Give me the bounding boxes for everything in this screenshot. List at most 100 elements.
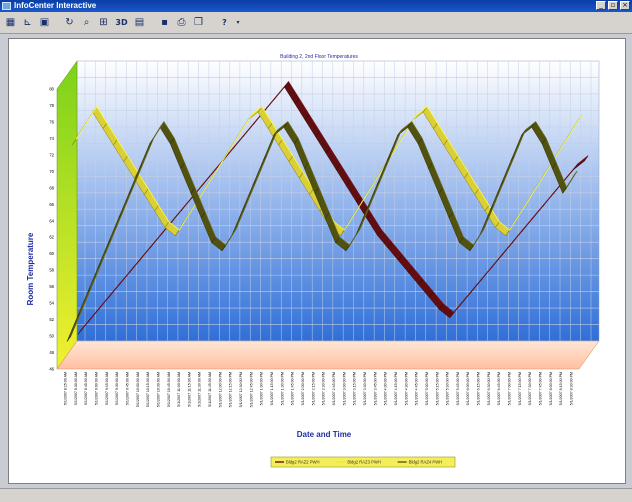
- series-line: [70, 121, 578, 337]
- x-tick-label: 5/1/2007 10:00:00 AM: [136, 372, 140, 407]
- data-point: [469, 245, 474, 252]
- chart-svg: Building 2, 2nd Floor Temperatures 46 48 5…: [26, 54, 600, 468]
- x-tick-label: 5/1/2007 4:00:00 PM: [384, 372, 388, 405]
- data-point: [298, 172, 304, 179]
- floor: [56, 340, 600, 370]
- data-point: [164, 221, 170, 228]
- x-tick-label: 5/1/2007 11:30:00 AM: [198, 372, 202, 407]
- x-tick-label: 5/1/2007 4:15:00 PM: [394, 372, 398, 405]
- 3d-toggle-icon[interactable]: 3D: [115, 18, 128, 27]
- x-tick-label: 5/1/2007 10:30:00 AM: [156, 372, 160, 407]
- x-tick-label: 5/1/2007 2:30:00 PM: [322, 372, 326, 405]
- data-point: [102, 122, 108, 129]
- x-tick-label: 5/1/2007 9:30:00 AM: [115, 372, 119, 405]
- x-tick-label: 5/1/2007 6:00:00 PM: [466, 372, 470, 405]
- color-fill-icon[interactable]: ▣: [39, 17, 50, 28]
- data-point: [356, 196, 362, 203]
- x-tick-label: 5/1/2007 7:30:00 PM: [528, 372, 532, 405]
- data-point: [438, 187, 443, 194]
- x-tick-label: 5/1/2007 11:45:00 AM: [208, 372, 212, 407]
- y-tick-label: 48: [49, 350, 54, 355]
- x-tick-label: 5/1/2007 6:30:00 PM: [487, 372, 491, 405]
- x-tick-label: 5/1/2007 11:00:00 AM: [177, 372, 181, 407]
- data-point: [294, 97, 300, 104]
- data-point: [417, 138, 423, 145]
- rotate-icon[interactable]: ↻: [65, 17, 74, 28]
- x-tick-label: 5/1/2007 8:30:00 AM: [74, 372, 78, 405]
- data-point: [77, 328, 83, 335]
- x-tick-label: 5/1/2007 3:15:00 PM: [353, 372, 357, 405]
- data-point: [304, 114, 310, 121]
- grid-icon[interactable]: ⊞: [99, 17, 108, 28]
- save-icon[interactable]: ▪: [161, 17, 168, 28]
- x-tick-label: 5/1/2007 1:00:00 PM: [260, 372, 264, 405]
- data-point: [459, 236, 464, 243]
- x-tick-label: 5/1/2007 9:15:00 AM: [105, 372, 109, 405]
- chart-gallery-icon[interactable]: ▦: [5, 17, 16, 28]
- series-ribbon: [66, 121, 578, 342]
- series-ribbon: [71, 105, 583, 237]
- x-tick-label: 5/1/2007 12:00:00 PM: [218, 372, 222, 407]
- legend-label: Bldg2 RAZ2 PWH: [286, 460, 320, 465]
- data-point: [113, 139, 118, 146]
- data-point: [443, 139, 448, 146]
- y-tick-label: 64: [49, 218, 54, 223]
- y-tick-label: 58: [49, 268, 54, 273]
- toolbar-separator: [208, 15, 214, 30]
- x-tick-label: 5/1/2007 8:30:00 PM: [570, 372, 574, 405]
- chart-legend: Bldg2 RAZ2 PWH Bldg2 RAZ3 PWH Bldg2 RAZ4 P…: [270, 456, 456, 468]
- data-point: [71, 139, 77, 146]
- restore-button[interactable]: ▫: [608, 1, 618, 10]
- data-point: [397, 254, 403, 261]
- close-button[interactable]: ×: [620, 1, 630, 10]
- legend-label: Bldg2 RAZ3 PWH: [347, 460, 381, 465]
- y-tick-label: 68: [49, 185, 54, 190]
- data-point: [428, 291, 434, 298]
- app-icon: [2, 2, 11, 10]
- data-point: [170, 138, 175, 145]
- data-point: [562, 187, 567, 194]
- data-point: [309, 188, 314, 195]
- x-tick-label: 5/1/2007 4:30:00 PM: [404, 372, 408, 405]
- data-point: [387, 242, 393, 249]
- x-tick-label: 5/1/2007 10:15:00 AM: [146, 372, 150, 407]
- x-tick-label: 5/1/2007 1:15:00 PM: [270, 372, 274, 405]
- y-tick-label: 50: [49, 334, 54, 339]
- x-tick-label: 5/1/2007 6:15:00 PM: [477, 372, 481, 405]
- window-titlebar: InfoCenter Interactive _ ▫ ×: [0, 0, 632, 12]
- dropdown-arrow-icon[interactable]: ▾: [236, 19, 240, 26]
- x-tick-label: 5/1/2007 3:45:00 PM: [373, 372, 377, 405]
- data-point: [495, 221, 500, 228]
- y-tick-label: 76: [49, 119, 54, 124]
- zoom-icon[interactable]: ⌕: [83, 17, 90, 28]
- data-point: [211, 236, 216, 243]
- x-tick-label: 5/1/2007 7:00:00 PM: [508, 372, 512, 405]
- data-point: [408, 266, 413, 273]
- data-point: [484, 205, 490, 212]
- axis-scale-icon[interactable]: ⊾: [23, 17, 32, 28]
- x-tick-label: 5/1/2007 6:45:00 PM: [497, 372, 501, 405]
- data-point: [154, 205, 159, 212]
- data-point: [335, 163, 341, 170]
- x-tick-label: 5/1/2007 5:00:00 PM: [425, 372, 429, 405]
- data-point: [474, 188, 479, 195]
- data-point: [201, 212, 206, 219]
- x-tick-label: 5/1/2007 2:15:00 PM: [311, 372, 315, 405]
- help-icon[interactable]: ?: [222, 18, 227, 27]
- data-point: [505, 229, 510, 236]
- x-tick-label: 5/1/2007 5:45:00 PM: [456, 372, 460, 405]
- minimize-button[interactable]: _: [596, 1, 606, 10]
- x-axis-label: Date and Time: [297, 430, 352, 439]
- window-title: InfoCenter Interactive: [14, 1, 97, 10]
- print-icon[interactable]: ⎙: [177, 17, 186, 28]
- data-point: [190, 187, 196, 194]
- data-point: [449, 312, 454, 319]
- back-wall: [76, 60, 600, 342]
- y-tick-label: 56: [49, 284, 54, 289]
- x-tick-label: 5/1/2007 2:45:00 PM: [332, 372, 336, 405]
- data-editor-icon[interactable]: ▤: [134, 17, 145, 28]
- y-axis-label: Room Temperature: [26, 232, 35, 305]
- legend-label: Bldg2 RAZ4 PWH: [409, 460, 443, 465]
- x-tick-label: 5/1/2007 5:15:00 PM: [435, 372, 439, 405]
- copy-icon[interactable]: ❐: [194, 17, 203, 28]
